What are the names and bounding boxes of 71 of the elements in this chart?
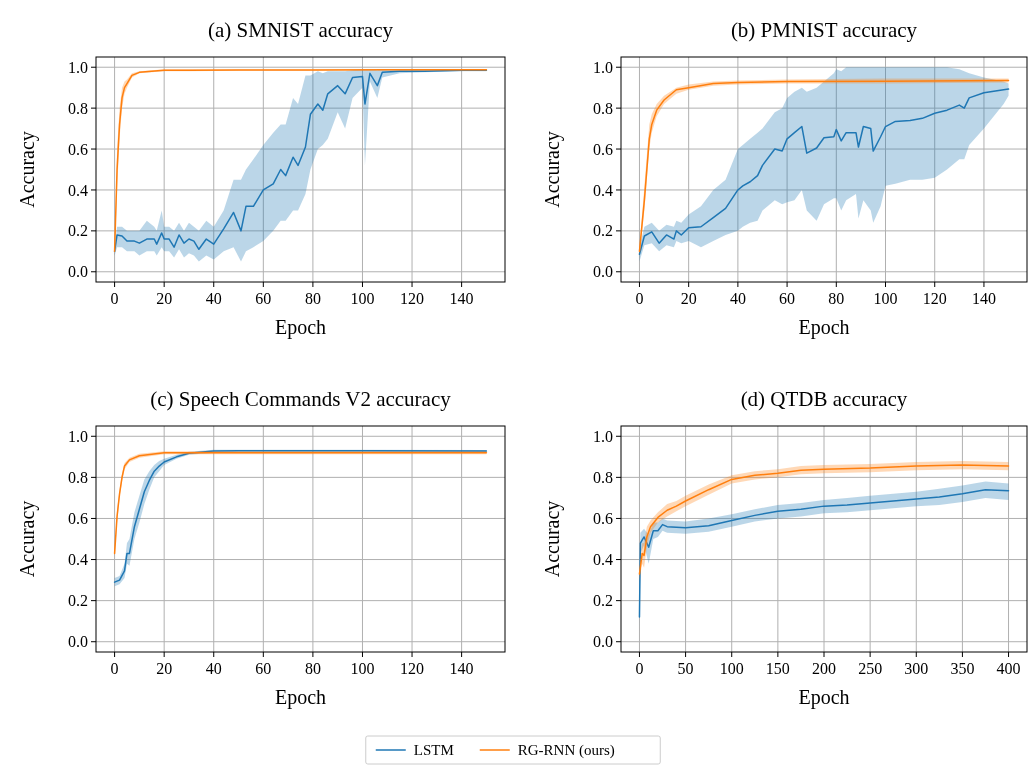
x-tick-label: 150 bbox=[765, 660, 790, 677]
y-axis-title: Accuracy bbox=[541, 131, 564, 208]
y-axis-title: Accuracy bbox=[16, 131, 39, 208]
x-tick-label: 100 bbox=[350, 660, 375, 677]
x-axis-title: Epoch bbox=[274, 686, 327, 709]
x-tick-label: 140 bbox=[971, 290, 996, 307]
x-tick-label: 140 bbox=[449, 660, 474, 677]
x-tick-label: 400 bbox=[996, 660, 1021, 677]
chart-title: (c) Speech Commands V2 accuracy bbox=[150, 387, 452, 411]
y-tick-label: 0.2 bbox=[593, 592, 613, 610]
x-tick-label: 20 bbox=[156, 290, 173, 307]
y-tick-label: 0.0 bbox=[68, 633, 88, 651]
x-axis-title: Epoch bbox=[798, 316, 850, 339]
legend-label: RG-RNN (ours) bbox=[517, 742, 615, 760]
y-tick-label: 0.2 bbox=[593, 222, 613, 240]
x-tick-label: 0 bbox=[110, 290, 119, 307]
y-tick-label: 0.8 bbox=[593, 468, 613, 486]
y-tick-label: 0.2 bbox=[68, 592, 88, 610]
x-tick-label: 140 bbox=[449, 290, 474, 307]
y-tick-label: 0.6 bbox=[593, 140, 613, 158]
x-tick-label: 350 bbox=[950, 660, 975, 677]
x-tick-label: 80 bbox=[304, 290, 321, 307]
y-tick-label: 1.0 bbox=[68, 58, 88, 76]
x-tick-label: 0 bbox=[635, 290, 644, 307]
y-tick-label: 0.6 bbox=[593, 510, 613, 528]
y-tick-label: 0.4 bbox=[68, 181, 88, 199]
x-tick-label: 100 bbox=[873, 290, 898, 307]
y-tick-label: 0.4 bbox=[593, 551, 613, 569]
y-tick-label: 0.6 bbox=[68, 140, 88, 158]
y-tick-label: 0.0 bbox=[68, 263, 88, 281]
y-axis-title: Accuracy bbox=[541, 500, 564, 578]
x-tick-label: 40 bbox=[205, 660, 222, 677]
y-tick-label: 0.0 bbox=[593, 633, 613, 651]
y-tick-label: 0.8 bbox=[593, 99, 613, 117]
x-tick-label: 60 bbox=[255, 290, 272, 307]
y-tick-label: 0.2 bbox=[68, 222, 88, 240]
y-axis-title: Accuracy bbox=[16, 500, 39, 578]
x-tick-label: 20 bbox=[680, 290, 697, 307]
legend-label: LSTM bbox=[413, 742, 454, 759]
x-axis-title: Epoch bbox=[274, 316, 327, 339]
x-tick-label: 120 bbox=[400, 660, 425, 677]
x-tick-label: 80 bbox=[304, 660, 321, 677]
x-tick-label: 80 bbox=[828, 290, 845, 307]
x-tick-label: 250 bbox=[858, 660, 883, 677]
x-tick-label: 120 bbox=[400, 290, 425, 307]
x-tick-label: 60 bbox=[255, 660, 272, 677]
y-tick-label: 1.0 bbox=[593, 58, 613, 76]
x-tick-label: 300 bbox=[904, 660, 929, 677]
chart-title: (d) QTDB accuracy bbox=[740, 387, 908, 411]
x-tick-label: 0 bbox=[635, 660, 644, 677]
x-tick-label: 0 bbox=[110, 660, 119, 677]
x-tick-label: 120 bbox=[922, 290, 947, 307]
y-tick-label: 0.8 bbox=[68, 468, 88, 486]
x-tick-label: 40 bbox=[729, 290, 746, 307]
x-tick-label: 100 bbox=[350, 290, 375, 307]
x-tick-label: 40 bbox=[205, 290, 222, 307]
x-tick-label: 60 bbox=[779, 290, 796, 307]
y-tick-label: 1.0 bbox=[593, 427, 613, 445]
y-tick-label: 0.0 bbox=[593, 263, 613, 281]
chart-title: (b) PMNIST accuracy bbox=[730, 18, 918, 42]
y-tick-label: 1.0 bbox=[68, 427, 88, 445]
x-tick-label: 20 bbox=[156, 660, 173, 677]
x-axis-title: Epoch bbox=[798, 686, 850, 709]
x-tick-label: 200 bbox=[812, 660, 836, 677]
y-tick-label: 0.8 bbox=[68, 99, 88, 117]
x-tick-label: 100 bbox=[719, 660, 744, 677]
y-tick-label: 0.4 bbox=[593, 181, 613, 199]
x-tick-label: 50 bbox=[677, 660, 694, 677]
y-tick-label: 0.6 bbox=[68, 510, 88, 528]
y-tick-label: 0.4 bbox=[68, 551, 88, 569]
chart-title: (a) SMNIST accuracy bbox=[207, 18, 394, 42]
